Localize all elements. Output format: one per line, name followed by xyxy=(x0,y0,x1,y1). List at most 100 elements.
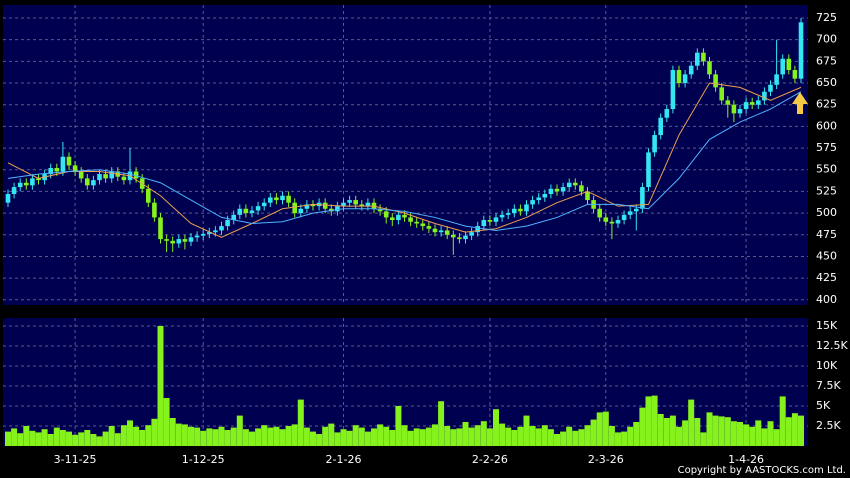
candle-body xyxy=(268,197,273,203)
candle-body xyxy=(792,70,798,79)
volume-bar xyxy=(59,430,66,446)
candle-body xyxy=(261,202,267,207)
volume-bar xyxy=(291,424,298,446)
candle-body xyxy=(701,52,706,62)
volume-bar xyxy=(53,427,60,446)
y-tick-label: 550 xyxy=(816,163,837,176)
candle-body xyxy=(200,233,206,236)
volume-bar xyxy=(663,418,670,446)
volume-bar xyxy=(389,430,396,446)
volume-bar xyxy=(535,428,542,446)
volume-bar xyxy=(279,429,286,446)
candle-body xyxy=(54,168,60,172)
candle-body xyxy=(432,228,438,233)
y-tick-label: 650 xyxy=(816,76,837,89)
volume-bar xyxy=(395,406,402,446)
candle-body xyxy=(505,213,511,215)
candle-body xyxy=(109,171,114,179)
volume-bar xyxy=(627,426,634,446)
candle-body xyxy=(682,74,688,84)
candle-body xyxy=(36,178,41,181)
volume-bar xyxy=(322,426,329,446)
candle-body xyxy=(347,200,352,203)
volume-bar xyxy=(730,421,737,446)
candle-body xyxy=(383,211,389,218)
volume-bar xyxy=(273,426,280,446)
x-tick-label: 1-4-26 xyxy=(728,453,764,466)
volume-bar xyxy=(425,427,432,446)
volume-bar xyxy=(718,416,725,446)
volume-bar xyxy=(511,430,518,446)
volume-bar xyxy=(737,422,743,446)
candle-body xyxy=(146,188,151,203)
volume-bar xyxy=(499,423,506,446)
volume-bar xyxy=(255,428,262,446)
marks xyxy=(5,18,804,446)
candle-body xyxy=(152,202,157,218)
candle-body xyxy=(60,156,66,172)
candle-body xyxy=(207,232,212,234)
volume-bar xyxy=(749,426,756,446)
candle-body xyxy=(579,185,584,192)
volume-bar xyxy=(383,426,390,446)
candle-body xyxy=(5,194,11,203)
candle-body xyxy=(481,220,487,227)
volume-bar xyxy=(413,428,420,446)
candle-body xyxy=(48,168,53,175)
candle-body xyxy=(91,180,96,186)
candle-body xyxy=(402,214,407,218)
volume-bar xyxy=(755,420,762,446)
x-tick-label: 2-3-26 xyxy=(588,453,624,466)
candle-body xyxy=(798,22,804,79)
volume-bar xyxy=(163,398,170,446)
volume-bar xyxy=(608,426,615,446)
volume-bar xyxy=(206,428,213,446)
candle-body xyxy=(603,217,609,222)
volume-bar xyxy=(249,431,255,446)
candle-body xyxy=(310,204,316,207)
candle-body xyxy=(280,195,285,201)
candle-body xyxy=(615,220,621,224)
candle-body xyxy=(512,208,517,214)
volume-bar xyxy=(724,417,731,446)
volume-bar xyxy=(23,426,30,446)
volume-bar xyxy=(151,418,158,446)
candle-body xyxy=(292,202,297,214)
volume-bar xyxy=(706,412,713,446)
volume-bar xyxy=(145,425,152,446)
candle-body xyxy=(103,174,108,179)
volume-bar xyxy=(651,395,658,446)
volume-bar xyxy=(578,429,585,446)
volume-bar xyxy=(602,411,609,446)
candle-body xyxy=(774,74,779,85)
volume-bar xyxy=(645,396,652,446)
candle-body xyxy=(78,171,84,179)
candle-body xyxy=(463,235,468,240)
volume-bar xyxy=(682,420,689,446)
candle-body xyxy=(652,135,657,153)
volume-bar xyxy=(194,427,201,446)
candle-body xyxy=(17,182,23,188)
candle-body xyxy=(24,182,29,186)
volume-bar xyxy=(438,401,445,446)
y-tick-label: 425 xyxy=(816,271,837,284)
volume-bar xyxy=(529,426,536,446)
y-tick-label: 475 xyxy=(816,228,837,241)
volume-bar xyxy=(181,424,188,446)
candle-body xyxy=(560,187,566,192)
candle-body xyxy=(170,240,175,244)
volume-bar xyxy=(139,430,146,446)
volume-bar xyxy=(340,429,347,446)
volume-bar xyxy=(450,429,457,446)
candle-body xyxy=(780,58,785,75)
x-tick-label: 2-2-26 xyxy=(472,453,508,466)
price-panel xyxy=(3,5,808,305)
volume-bar xyxy=(120,425,127,446)
candle-body xyxy=(158,217,163,240)
candle-body xyxy=(30,178,35,186)
candle-body xyxy=(676,70,682,84)
candle-body xyxy=(749,102,755,105)
volume-bar xyxy=(615,432,621,446)
x-tick-label: 2-1-26 xyxy=(326,453,362,466)
candle-body xyxy=(11,187,17,195)
